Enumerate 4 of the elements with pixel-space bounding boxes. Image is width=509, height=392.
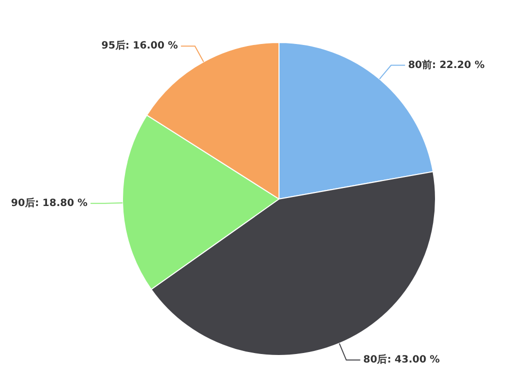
slice-label: 95后: 16.00 % bbox=[101, 40, 178, 52]
slice-label: 90后: 18.80 % bbox=[11, 196, 88, 209]
slice-label: 80前: 22.20 % bbox=[408, 58, 485, 71]
slice-label: 80后: 43.00 % bbox=[363, 354, 440, 366]
